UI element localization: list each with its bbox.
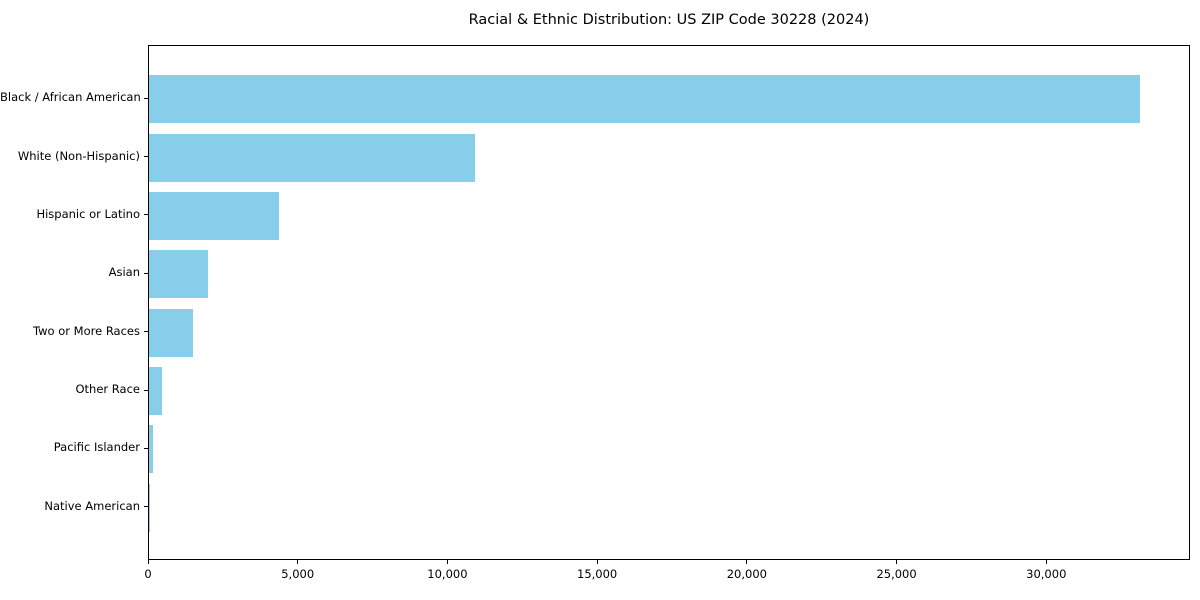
- plot-area: [148, 45, 1190, 560]
- x-tick-mark: [896, 560, 898, 564]
- y-tick-mark: [144, 389, 148, 391]
- bar-hispanic-or-latino: [149, 191, 280, 240]
- y-axis-category-label: Other Race: [75, 382, 141, 397]
- y-axis-category-label: White (Non-Hispanic): [17, 148, 140, 163]
- x-tick-label: 0: [144, 567, 152, 581]
- x-tick-label: 20,000: [726, 567, 767, 581]
- y-tick-mark: [144, 214, 148, 216]
- x-tick-label: 10,000: [427, 567, 468, 581]
- y-axis-category-label: Native American: [44, 498, 140, 513]
- bar-white-non-hispanic: [149, 133, 476, 182]
- x-tick-mark: [147, 560, 149, 564]
- bar-black-african-american: [149, 75, 1140, 124]
- y-axis-category-label: Two or More Races: [33, 323, 140, 338]
- bar-other-race: [149, 367, 162, 416]
- y-axis-category-label: Black / African American: [0, 90, 141, 105]
- x-tick-mark: [297, 560, 299, 564]
- x-tick-mark: [746, 560, 748, 564]
- y-axis-category-label: Pacific Islander: [53, 440, 140, 455]
- x-tick-mark: [446, 560, 448, 564]
- x-tick-mark: [1045, 560, 1047, 564]
- x-tick-label: 5,000: [281, 567, 315, 581]
- chart-title: Racial & Ethnic Distribution: US ZIP Cod…: [468, 12, 870, 28]
- bar-native-american: [149, 483, 150, 532]
- y-axis-category-label: Asian: [108, 265, 140, 280]
- y-axis-category-label: Hispanic or Latino: [36, 206, 140, 221]
- y-tick-mark: [144, 447, 148, 449]
- bar-two-or-more-races: [149, 308, 193, 357]
- x-tick-label: 15,000: [577, 567, 618, 581]
- y-tick-mark: [144, 331, 148, 333]
- y-tick-mark: [144, 272, 148, 274]
- x-tick-label: 25,000: [876, 567, 917, 581]
- bar-pacific-islander: [149, 425, 154, 474]
- y-tick-mark: [144, 506, 148, 508]
- y-tick-mark: [144, 156, 148, 158]
- x-tick-mark: [596, 560, 598, 564]
- x-tick-label: 30,000: [1026, 567, 1067, 581]
- bar-asian: [149, 250, 209, 299]
- y-tick-mark: [144, 97, 148, 99]
